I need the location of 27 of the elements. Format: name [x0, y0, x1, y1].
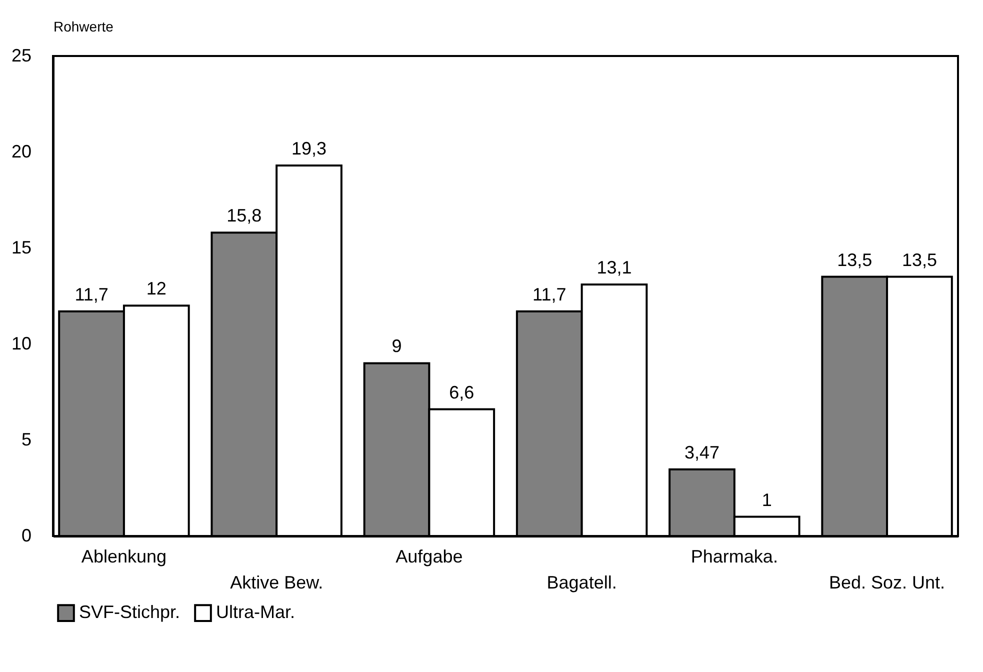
- x-tick-label: Aufgabe: [396, 546, 463, 566]
- y-tick-label: 15: [11, 238, 32, 258]
- y-tick-label: 20: [11, 142, 32, 162]
- data-label: 19,3: [291, 138, 327, 158]
- legend-label: SVF-Stichpr.: [79, 602, 180, 622]
- data-label: 3,47: [684, 442, 720, 462]
- y-axis-title: Rohwerte: [54, 18, 114, 34]
- x-tick-label: Aktive Bew.: [230, 572, 324, 592]
- x-tick-label: Bagatell.: [546, 572, 617, 592]
- y-tick-label: 10: [11, 334, 32, 354]
- y-tick-label: 25: [11, 46, 32, 66]
- data-label: 6,6: [449, 382, 474, 402]
- y-tick-label: 5: [21, 430, 32, 450]
- x-tick-label: Ablenkung: [81, 546, 167, 566]
- data-label: 13,1: [596, 257, 632, 278]
- x-tick-label: Bed. Soz. Unt.: [829, 572, 946, 592]
- data-label: 11,7: [532, 284, 566, 304]
- data-label: 13,5: [902, 250, 937, 270]
- data-label: 1: [762, 490, 772, 510]
- legend-label: Ultra-Mar.: [216, 602, 296, 622]
- data-label: 11,7: [74, 284, 108, 304]
- x-tick-label: Pharmaka.: [690, 546, 778, 566]
- y-tick-label: 0: [21, 526, 32, 546]
- data-label: 9: [392, 336, 402, 356]
- data-label: 13,5: [837, 250, 872, 270]
- data-label: 12: [146, 278, 166, 299]
- data-label: 15,8: [226, 206, 262, 226]
